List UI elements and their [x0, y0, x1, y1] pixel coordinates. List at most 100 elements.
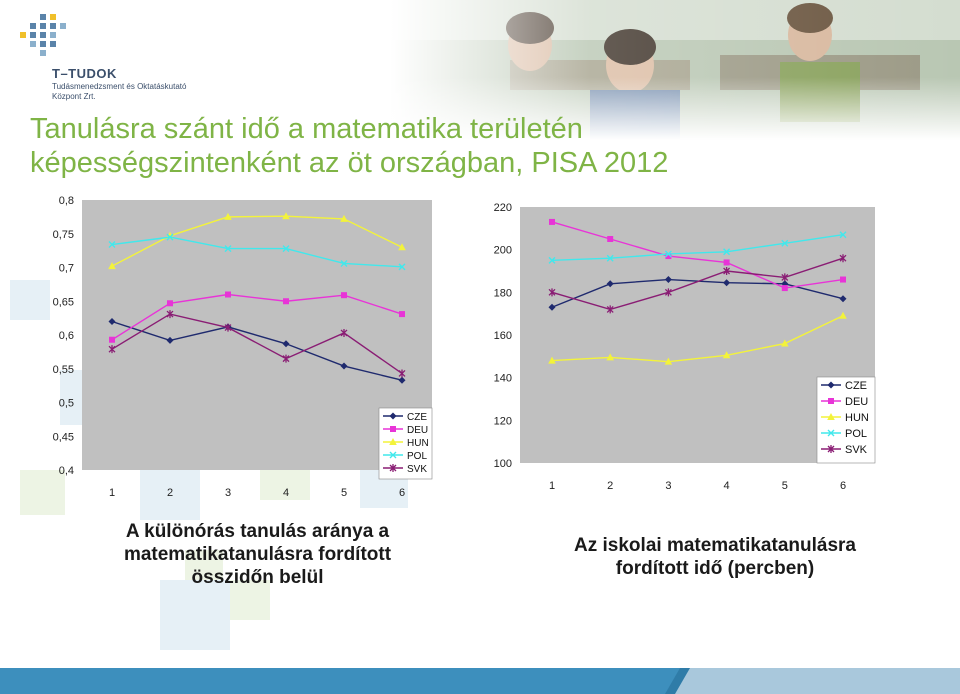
data-point-pol — [839, 231, 847, 239]
page-title: Tanulásra szánt idő a matematika terület… — [30, 112, 830, 180]
y-tick-label: 120 — [494, 415, 512, 427]
series-line-deu — [551, 221, 844, 289]
y-tick-label: 0,5 — [59, 398, 74, 410]
data-point-deu — [167, 300, 173, 307]
x-tick-label: 6 — [840, 480, 846, 492]
data-point-pol — [606, 254, 614, 262]
data-point-deu — [283, 298, 289, 305]
legend-label-deu: DEU — [845, 396, 868, 408]
data-point-hun — [340, 214, 348, 222]
y-tick-label: 0,8 — [59, 195, 74, 207]
data-point-cze — [340, 362, 348, 370]
legend-marker-svk — [389, 464, 397, 472]
series-line-hun — [111, 215, 403, 267]
data-point-svk — [282, 354, 290, 363]
legend-label-pol: POL — [845, 428, 867, 440]
caption-left-line1: A különórás tanulás aránya a — [125, 521, 390, 542]
series-svk — [548, 254, 847, 314]
series-hun — [108, 212, 406, 270]
caption-left-line2: matematikatanulásra fordított — [123, 544, 392, 565]
data-point-pol — [340, 259, 348, 267]
data-point-deu — [399, 311, 405, 318]
series-line-svk — [111, 313, 403, 375]
data-point-cze — [839, 295, 847, 303]
series-svk — [108, 310, 406, 378]
legend-label-hun: HUN — [407, 438, 429, 449]
y-tick-label: 0,6 — [59, 330, 74, 342]
data-point-hun — [839, 311, 847, 319]
data-point-pol — [723, 248, 731, 256]
data-point-pol — [664, 250, 672, 258]
data-point-deu — [665, 253, 672, 260]
legend-label-pol: POL — [407, 451, 427, 462]
series-cze — [108, 318, 406, 384]
data-point-svk — [166, 310, 174, 319]
data-point-cze — [664, 276, 672, 284]
legend-marker-cze — [827, 381, 835, 389]
data-point-hun — [664, 357, 673, 365]
legend-marker-cze — [389, 412, 397, 420]
data-point-pol — [548, 256, 556, 264]
data-point-svk — [398, 369, 406, 378]
data-point-svk — [548, 288, 556, 297]
caption-right: Az iskolai matematikatanulásra fordított… — [520, 534, 910, 580]
plot-area — [520, 207, 875, 463]
data-point-pol — [166, 233, 174, 241]
legend-marker-pol — [827, 429, 835, 437]
x-tick-label: 1 — [549, 480, 555, 492]
y-tick-label: 0,75 — [53, 229, 74, 241]
x-tick-label: 4 — [283, 487, 289, 499]
data-point-pol — [282, 245, 290, 253]
series-pol — [548, 231, 847, 264]
data-point-pol — [781, 239, 789, 247]
legend-label-deu: DEU — [407, 425, 428, 436]
y-tick-label: 0,45 — [53, 431, 74, 443]
series-deu — [549, 218, 846, 292]
data-point-svk — [781, 273, 789, 282]
y-tick-label: 180 — [494, 287, 512, 299]
legend: CZE DEU HUN POL SVK — [816, 376, 876, 464]
data-point-cze — [548, 303, 556, 311]
chart-school-math-minutes: 100 120 140 160 180 200 220 1 2 3 4 5 6 CZE DEU HUN POL S… — [494, 202, 876, 492]
legend-label-svk: SVK — [407, 464, 427, 475]
data-point-deu — [723, 259, 730, 266]
legend-label-hun: HUN — [845, 412, 869, 424]
data-point-cze — [108, 318, 116, 325]
page-title-line1: Tanulásra szánt idő a matematika terület… — [30, 113, 583, 145]
series-line-pol — [111, 236, 403, 268]
classroom-photo — [390, 0, 960, 140]
y-tick-label: 0,4 — [59, 465, 74, 477]
data-point-svk — [340, 328, 348, 337]
data-point-svk — [606, 305, 614, 314]
data-point-hun — [781, 339, 789, 347]
legend-marker-pol — [389, 451, 397, 459]
y-tick-label: 100 — [494, 458, 512, 470]
x-tick-label: 6 — [399, 487, 405, 499]
data-point-hun — [722, 351, 731, 359]
y-tick-label: 220 — [494, 202, 512, 214]
data-point-deu — [549, 218, 555, 225]
t-tudok-logo-icon — [20, 14, 66, 56]
data-point-svk — [723, 267, 731, 275]
data-point-hun — [282, 212, 290, 220]
caption-right-line1: Az iskolai matematikatanulásra — [574, 535, 856, 556]
series-line-deu — [111, 293, 403, 341]
x-tick-label: 2 — [607, 480, 613, 492]
y-tick-label: 0,55 — [53, 364, 74, 376]
series-hun — [548, 311, 847, 365]
data-point-hun — [224, 212, 232, 220]
series-deu — [109, 291, 405, 343]
y-tick-label: 160 — [494, 330, 512, 342]
data-point-cze — [166, 336, 174, 344]
data-point-pol — [108, 241, 116, 249]
data-point-svk — [664, 288, 672, 297]
series-line-cze — [111, 320, 403, 381]
caption-left: A különórás tanulás aránya a matematikat… — [60, 520, 455, 589]
data-point-svk — [108, 345, 116, 354]
data-point-cze — [723, 279, 731, 287]
data-point-deu — [341, 292, 347, 299]
data-point-hun — [548, 356, 556, 364]
data-point-svk — [224, 323, 232, 332]
legend-marker-deu — [390, 426, 396, 432]
data-point-cze — [606, 280, 614, 288]
